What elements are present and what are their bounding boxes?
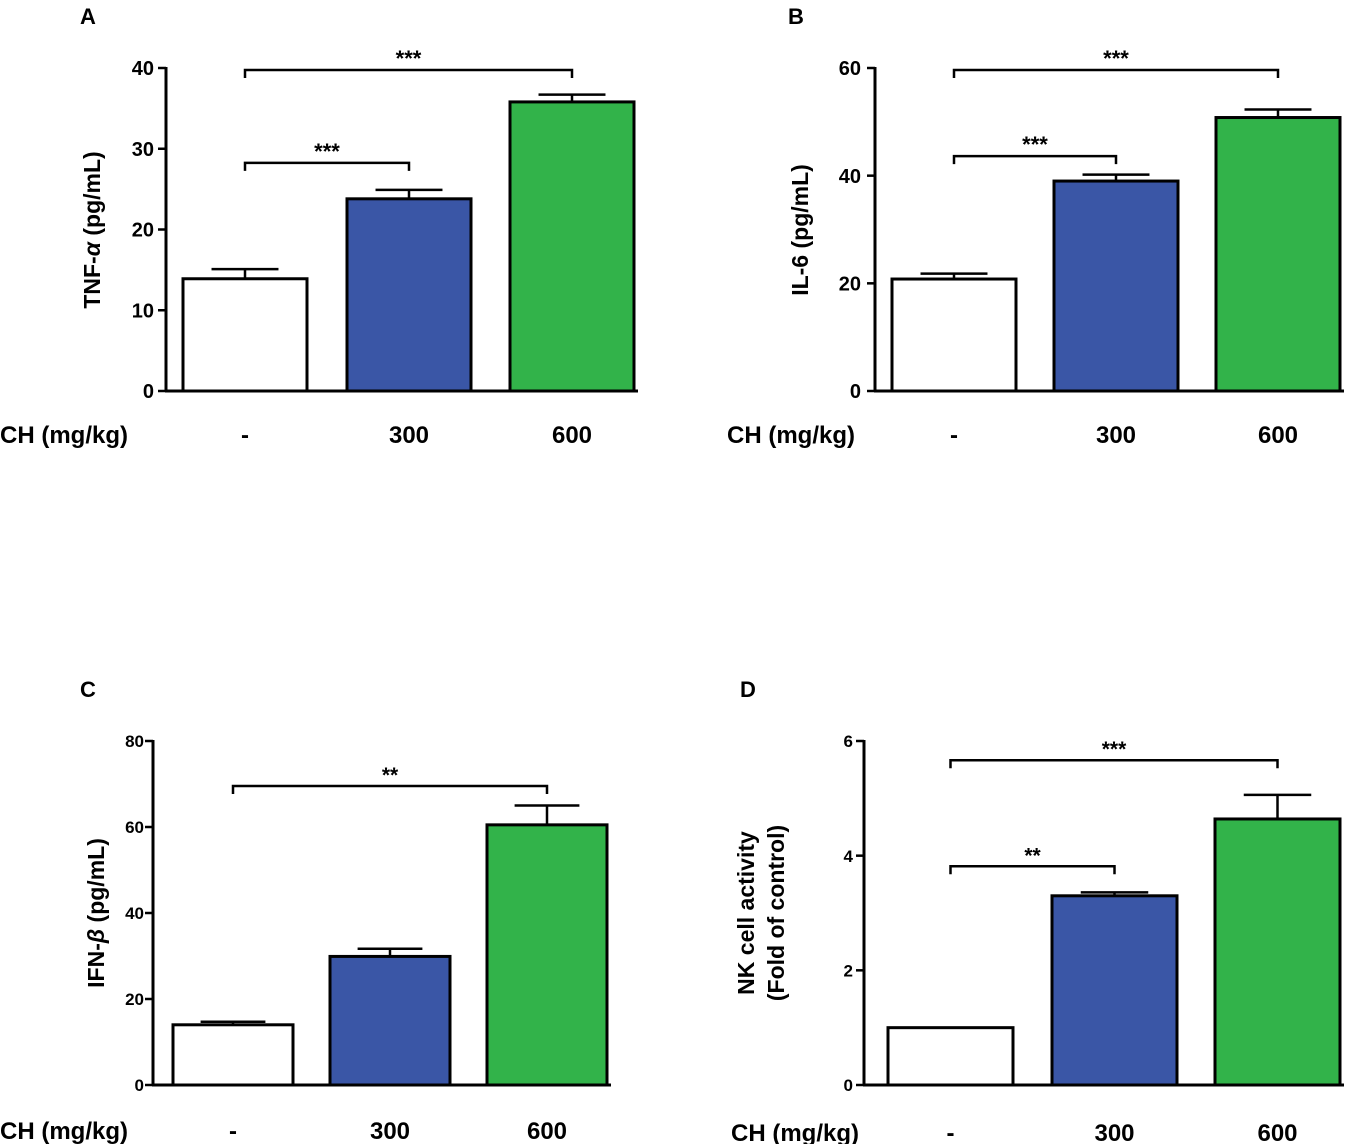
x-category-label: 600 [1257, 1120, 1297, 1144]
y-tick-label: 0 [850, 381, 861, 403]
y-tick-label: 40 [125, 904, 144, 923]
y-tick-label: 30 [132, 139, 154, 161]
y-axis-label-line: NK cell activity [733, 831, 759, 995]
x-caption: CH (mg/kg) [731, 1120, 859, 1144]
y-axis-label: NK cell activity (Fold of control) [733, 825, 789, 1001]
significance-label: *** [396, 46, 422, 71]
significance-bracket [231, 784, 549, 794]
bar-- [171, 1023, 295, 1087]
y-axis-label-part: α [79, 240, 105, 256]
y-tick-label: 40 [132, 58, 154, 80]
bar-600 [508, 100, 636, 393]
y-tick-label: 20 [132, 220, 154, 242]
y-tick-label: 20 [839, 274, 861, 296]
significance-bracket [243, 68, 574, 78]
y-tick-label: 60 [839, 58, 861, 80]
panel-letter: B [788, 4, 804, 29]
significance-bracket [952, 68, 1280, 78]
x-category-label: 600 [1258, 422, 1298, 449]
y-axis-label: IL-6 (pg/mL) [787, 164, 813, 296]
x-category-label: 300 [1094, 1120, 1134, 1144]
panel-B: B 0 20 40 60 IL-6 (pg/mL) - 300 600 CH (mg/kg) ***… [727, 4, 1344, 449]
x-category-label: 600 [552, 422, 592, 449]
y-tick-label: 40 [839, 166, 861, 188]
y-tick-label: 20 [125, 990, 144, 1009]
panel-letter: C [80, 677, 96, 702]
x-category-label: - [950, 422, 958, 449]
y-tick-label: 10 [132, 300, 154, 322]
y-axis-label-part: IL-6 (pg/mL) [787, 164, 813, 296]
significance-bracket [949, 758, 1279, 769]
x-caption: CH (mg/kg) [0, 1118, 128, 1144]
y-axis-label-part: IFN- [83, 943, 109, 988]
panel-D: D 0 2 4 6 NK cell activity (Fold of control) - 3… [731, 677, 1344, 1144]
x-category-label: - [241, 422, 249, 449]
panel-letter: D [740, 677, 756, 702]
bar-300 [345, 197, 473, 393]
y-tick-label: 2 [844, 961, 853, 980]
panel-A: A 0 10 20 30 40 TNF-α (pg/mL) - 300 600 CH (mg/kg)… [0, 4, 638, 449]
y-tick-label: 0 [844, 1076, 853, 1095]
significance-label: ** [382, 764, 399, 787]
significance-bracket [952, 154, 1118, 165]
x-category-label: 300 [370, 1118, 410, 1144]
y-tick-label: 0 [135, 1076, 144, 1095]
y-axis-label-part: (pg/mL) [83, 838, 109, 929]
y-axis-label-part: (pg/mL) [79, 151, 105, 242]
significance-label: *** [1103, 46, 1129, 71]
significance-label: *** [1022, 132, 1048, 157]
y-tick-label: 80 [125, 732, 144, 751]
x-caption: CH (mg/kg) [727, 422, 855, 449]
panel-letter: A [80, 4, 96, 29]
panel-C: C 0 20 40 60 80 IFN-β (pg/mL) - 300 600 CH (mg/kg)… [0, 677, 611, 1144]
x-category-label: - [947, 1120, 955, 1144]
bar-- [886, 1026, 1015, 1087]
x-category-label: 300 [1096, 422, 1136, 449]
y-axis-label-part: TNF- [79, 256, 105, 308]
y-axis-label-part: β [83, 929, 109, 944]
bar-300 [1050, 894, 1179, 1087]
y-tick-label: 0 [143, 381, 154, 403]
bar-600 [485, 823, 609, 1087]
bar-- [181, 277, 309, 393]
y-axis-label: TNF-α (pg/mL) [79, 151, 105, 308]
x-category-label: 300 [389, 422, 429, 449]
x-category-label: - [229, 1118, 237, 1144]
y-tick-label: 60 [125, 818, 144, 837]
bar-300 [328, 954, 452, 1087]
y-tick-label: 6 [844, 732, 853, 751]
significance-label: ** [1024, 844, 1041, 867]
y-axis-label: IFN-β (pg/mL) [83, 838, 109, 988]
y-axis-label-line: (Fold of control) [763, 825, 789, 1001]
x-caption: CH (mg/kg) [0, 422, 128, 449]
bar-600 [1214, 116, 1342, 393]
significance-label: *** [1102, 738, 1127, 761]
significance-bracket [949, 865, 1116, 875]
significance-label: *** [314, 139, 340, 164]
bar-600 [1213, 817, 1342, 1087]
significance-bracket [243, 161, 411, 171]
bar-- [890, 277, 1018, 393]
y-tick-label: 4 [844, 847, 854, 866]
x-category-label: 600 [527, 1118, 567, 1144]
bar-300 [1052, 179, 1180, 393]
